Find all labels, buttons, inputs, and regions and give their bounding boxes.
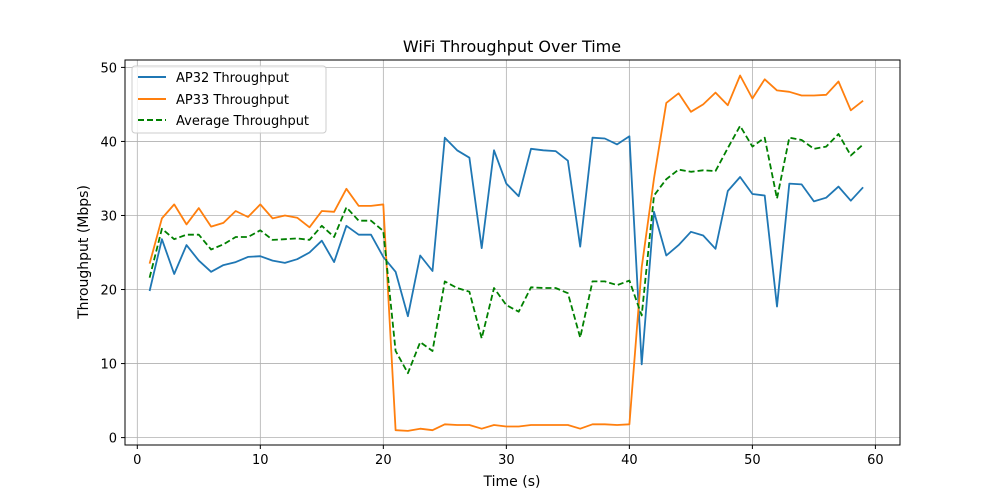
grid-lines [125,60,900,445]
x-tick-label: 60 [867,453,884,468]
series-line-ap33-throughput [148,74,864,432]
chart-title: WiFi Throughput Over Time [403,37,621,56]
series-line-average-throughput [148,125,864,375]
x-tick-label: 10 [252,453,269,468]
plot-area-frame [124,59,901,446]
y-tick-label: 50 [100,61,117,76]
series-lines [148,74,864,432]
y-tick-label: 40 [100,135,117,150]
legend-label-ap33: AP33 Throughput [176,93,289,108]
legend: AP32 Throughput AP33 Throughput Average … [131,65,327,134]
y-axis-label: Throughput (Mbps) [76,185,92,320]
y-tick-label: 10 [100,358,117,373]
legend-box [131,65,327,134]
y-tick-label: 30 [100,209,117,224]
legend-label-average: Average Throughput [176,114,309,129]
series-line-ap32-throughput [148,135,864,366]
y-tick-label: 20 [100,284,117,299]
x-tick-label: 30 [498,453,515,468]
x-tick-label: 0 [133,453,141,468]
legend-label-ap32: AP32 Throughput [176,71,289,86]
x-tick-label: 40 [621,453,638,468]
x-tick-label: 50 [744,453,761,468]
y-tick-label: 0 [109,432,117,447]
x-tick-label: 20 [375,453,392,468]
x-axis-label: Time (s) [483,474,541,490]
axis-ticks: 0 10 20 30 40 50 60 0 10 20 30 40 50 [100,61,883,468]
